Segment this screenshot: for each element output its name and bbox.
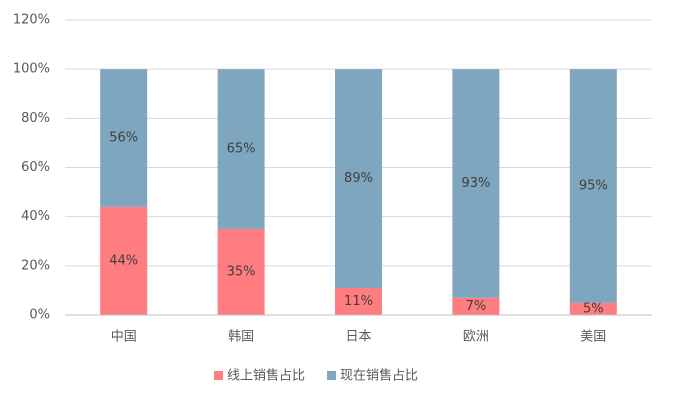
bar-segment — [569, 69, 617, 303]
value-label: 56% — [109, 131, 138, 146]
bar-segment — [452, 69, 500, 298]
value-label: 5% — [583, 301, 604, 316]
value-label: 11% — [344, 294, 373, 309]
value-label: 93% — [461, 176, 490, 191]
legend-label: 线上销售占比 — [227, 368, 305, 384]
value-label: 95% — [579, 178, 608, 193]
bar-segment — [100, 69, 148, 207]
y-tick-label: 80% — [21, 111, 50, 126]
y-tick-label: 20% — [21, 258, 50, 273]
value-label: 89% — [344, 171, 373, 186]
x-tick-label: 韩国 — [228, 330, 254, 345]
bar-segment — [335, 69, 382, 288]
x-tick-label: 欧洲 — [463, 330, 489, 345]
bar-segment — [217, 69, 265, 229]
legend-label: 现在销售占比 — [340, 368, 418, 384]
value-label: 44% — [109, 253, 138, 268]
x-tick-label: 日本 — [345, 330, 371, 345]
y-tick-label: 0% — [29, 308, 50, 323]
bar-segment — [100, 206, 148, 315]
bar-segment — [217, 228, 265, 315]
y-tick-label: 100% — [13, 62, 50, 77]
value-label: 35% — [227, 264, 256, 279]
value-label: 7% — [466, 299, 487, 314]
legend-swatch — [327, 371, 337, 380]
x-tick-label: 美国 — [580, 330, 606, 345]
bar-segment — [335, 287, 382, 315]
bar-segment — [452, 297, 500, 315]
y-tick-label: 60% — [21, 160, 50, 175]
value-label: 65% — [227, 142, 256, 157]
bar-segment — [569, 302, 617, 315]
x-tick-label: 中国 — [111, 330, 137, 345]
y-tick-label: 40% — [21, 209, 50, 224]
legend-swatch — [214, 371, 223, 380]
y-tick-label: 120% — [13, 13, 50, 28]
